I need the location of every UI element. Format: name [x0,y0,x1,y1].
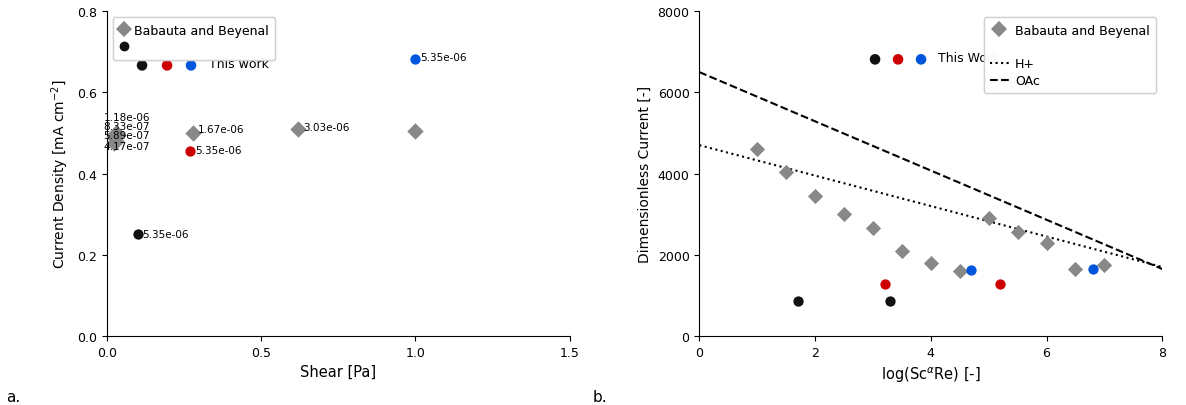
Point [777,169,796,175]
Point [863,226,882,232]
Text: ●: ● [868,51,880,65]
Text: 8.33e-07: 8.33e-07 [103,122,151,131]
Y-axis label: Current Density [mA cm$^{-2}$]: Current Density [mA cm$^{-2}$] [50,80,71,269]
Point [950,268,969,275]
Point [406,128,425,135]
Point [107,130,126,137]
Text: 4.17e-07: 4.17e-07 [103,142,151,151]
Point [1066,266,1085,273]
Point [1037,240,1056,246]
Point [789,298,808,304]
Point [108,132,127,139]
Text: 1.18e-06: 1.18e-06 [103,113,151,122]
Text: b.: b. [593,389,607,404]
Text: 5.35e-06: 5.35e-06 [420,53,466,63]
Text: ●: ● [914,51,926,65]
Point [835,211,854,218]
Point [1083,266,1102,272]
Point [106,134,125,141]
Y-axis label: Dimensionless Current [-]: Dimensionless Current [-] [638,86,652,262]
Point [980,215,999,222]
Point [288,126,307,133]
Point [990,281,1009,288]
Point [180,149,199,155]
Point [892,248,911,254]
Point [881,298,900,304]
Text: 1.67e-06: 1.67e-06 [198,125,244,134]
Text: a.: a. [6,389,20,404]
X-axis label: Shear [Pa]: Shear [Pa] [300,364,376,379]
Text: 5.35e-06: 5.35e-06 [142,229,189,239]
Text: ●: ● [185,57,197,71]
Text: 5.35e-06: 5.35e-06 [195,146,241,156]
Point [128,232,147,238]
Point [1008,230,1027,236]
Point [184,130,203,137]
X-axis label: log(Sc$^{\alpha}$Re) [-]: log(Sc$^{\alpha}$Re) [-] [881,364,981,384]
Point [747,147,766,153]
Point [962,267,981,274]
Point [107,139,126,145]
Point [1095,262,1114,269]
Text: ●: ● [160,57,172,71]
Legend: Babauta and Beyenal,  : Babauta and Beyenal, [113,18,275,60]
Text: This Work: This Work [938,52,999,65]
Text: ●: ● [135,57,147,71]
Point [406,56,425,63]
Legend: Babauta and Beyenal,  , H+, OAc: Babauta and Beyenal, , H+, OAc [983,18,1156,94]
Text: 5.89e-07: 5.89e-07 [103,131,151,141]
Point [805,193,824,200]
Text: This work: This work [209,58,268,70]
Point [106,141,125,147]
Text: 3.03e-06: 3.03e-06 [302,123,349,133]
Point [922,260,940,266]
Point [875,281,894,288]
Text: ●: ● [892,51,904,65]
